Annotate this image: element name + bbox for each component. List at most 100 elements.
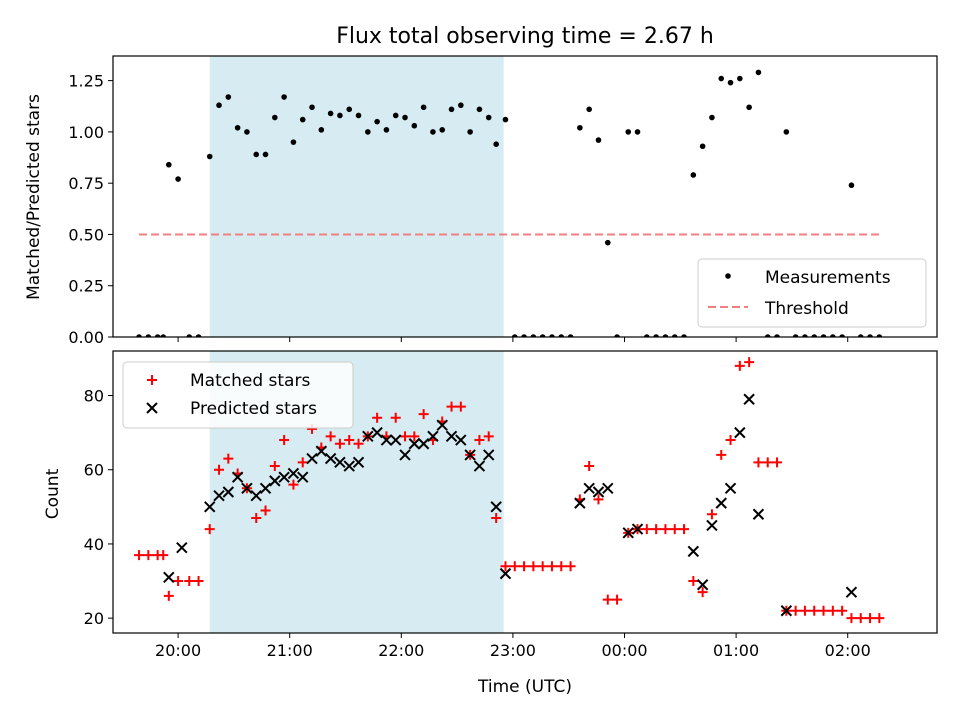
x-tick-label: 00:00: [601, 641, 647, 660]
measurement-point: [830, 334, 836, 337]
y-tick-label: 0.25: [68, 277, 104, 296]
x-tick-label: 22:00: [378, 641, 424, 660]
matched-star-point: [679, 524, 690, 535]
measurement-point: [402, 114, 408, 121]
measurement-point: [567, 334, 574, 337]
matched-star-point: [593, 494, 604, 505]
measurement-point: [811, 334, 818, 337]
observing-window-shade: [209, 56, 504, 337]
matched-star-point: [390, 412, 401, 423]
predicted-star-point: [490, 501, 502, 513]
matched-star-point: [790, 605, 801, 616]
predicted-star-point: [352, 456, 365, 469]
predicted-star-point: [427, 430, 439, 443]
predicted-star-point: [231, 471, 244, 483]
predicted-star-point: [724, 482, 737, 494]
predicted-star-point: [845, 586, 858, 598]
measurement-point: [876, 334, 883, 337]
legend-predicted-marker: [146, 402, 158, 414]
measurement-point: [337, 112, 343, 119]
predicted-star-point: [380, 434, 393, 446]
matched-star-point: [556, 561, 567, 572]
measurement-point: [521, 334, 527, 337]
matched-star-point: [697, 587, 708, 598]
y-tick-label: 20: [84, 609, 104, 628]
bottom-y-axis-label: Count: [43, 468, 63, 519]
measurement-point: [625, 129, 632, 135]
legend-measurement-marker: [725, 273, 731, 279]
predicted-star-point: [371, 426, 383, 439]
legend-predicted-label: Predicted stars: [190, 399, 317, 419]
measurement-point: [857, 334, 864, 337]
figure-title: Flux total observing time = 2.67 h: [336, 24, 714, 49]
y-tick-label: 40: [84, 535, 104, 554]
measurement-point: [774, 334, 780, 337]
top-y-axis-label: Matched/Predicted stars: [24, 94, 44, 300]
matched-star-point: [837, 605, 848, 616]
matched-star-point: [483, 431, 494, 442]
measurement-point: [549, 334, 555, 337]
matched-star-point: [827, 605, 838, 616]
predicted-star-point: [222, 486, 235, 498]
y-tick-label: 0.75: [68, 174, 104, 193]
matched-star-point: [612, 594, 623, 605]
x-tick-label: 23:00: [490, 641, 536, 660]
predicted-star-point: [408, 438, 421, 450]
measurement-point: [262, 151, 269, 158]
matched-star-point: [158, 550, 169, 561]
predicted-star-point: [574, 497, 586, 509]
measurement-point: [614, 334, 620, 337]
matched-star-point: [753, 457, 764, 468]
matched-star-point: [325, 431, 336, 442]
predicted-star-point: [259, 482, 272, 494]
matched-star-point: [334, 438, 345, 449]
measurement-point: [392, 112, 399, 119]
matched-star-point: [372, 412, 383, 423]
matched-star-point: [184, 576, 195, 587]
matched-star-point: [297, 457, 308, 468]
matched-star-point: [818, 605, 829, 616]
matched-star-point: [725, 435, 736, 446]
measurement-point: [327, 110, 334, 117]
axes-frame: [112, 350, 938, 634]
y-tick-label: 1.00: [68, 123, 104, 142]
matched-star-point: [528, 561, 539, 572]
matched-star-point: [251, 512, 262, 523]
measurement-point: [175, 176, 181, 182]
legend-box: [122, 361, 354, 429]
measurement-point: [290, 139, 297, 145]
measurement-point: [458, 102, 464, 109]
matched-star-point: [409, 431, 420, 442]
predicted-star-point: [687, 545, 700, 558]
matched-star-point: [400, 431, 411, 442]
measurement-point: [764, 334, 771, 337]
measurement-point: [206, 153, 213, 160]
measurement-point: [792, 334, 799, 337]
matched-star-point: [509, 561, 520, 572]
measurement-point: [644, 334, 650, 337]
legend-measurement-label: Measurements: [765, 268, 891, 288]
predicted-star-point: [334, 456, 346, 469]
predicted-star-point: [204, 501, 216, 513]
measurement-point: [154, 334, 161, 337]
legend-box: [697, 258, 927, 328]
predicted-star-point: [743, 393, 755, 405]
measurement-point: [166, 161, 172, 168]
measurement-point: [502, 116, 509, 123]
measurement-point: [577, 124, 583, 131]
measurement-point: [755, 69, 762, 76]
matched-star-point: [651, 524, 662, 535]
measurement-point: [244, 129, 250, 135]
measurement-point: [430, 129, 436, 135]
predicted-star-point: [483, 449, 495, 461]
predicted-star-point: [390, 434, 402, 446]
measurement-point: [309, 104, 315, 111]
measurement-point: [530, 334, 537, 337]
predicted-star-point: [278, 471, 290, 483]
x-tick-label: 21:00: [267, 641, 313, 660]
measurement-point: [586, 106, 592, 113]
bottom-panel: 20:00 21:00 22:00 23:00 00:00 01:00 02:00 20 40 6…: [84, 350, 938, 660]
matched-star-point: [353, 438, 364, 449]
measurement-point: [234, 124, 241, 131]
measurement-point: [272, 114, 278, 121]
